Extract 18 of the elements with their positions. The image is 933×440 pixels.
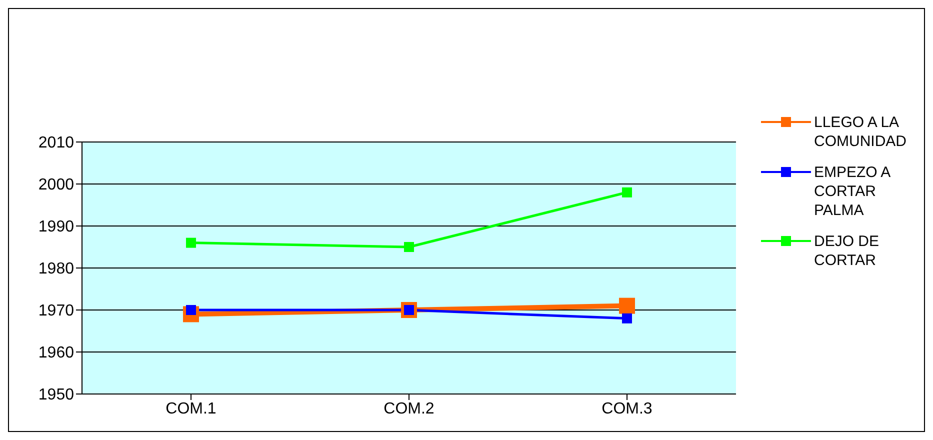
point	[622, 313, 632, 324]
legend-label: DEJO DE CORTAR	[814, 232, 880, 270]
y-tick-label: 2010	[38, 134, 74, 152]
y-tick-label: 1970	[38, 302, 74, 320]
y-tick-label: 1950	[38, 386, 74, 404]
y-tick-label: 1980	[38, 260, 74, 278]
legend-label: EMPEZO A CORTAR PALMA	[814, 163, 892, 220]
point	[619, 298, 635, 314]
x-tick-label: COM.1	[166, 400, 216, 418]
point	[622, 187, 632, 198]
legend-label: LLEGO A LA COMUNIDAD	[814, 113, 908, 151]
y-tick-label: 1990	[38, 218, 74, 236]
x-tick-label: COM.2	[384, 400, 434, 418]
point	[404, 242, 414, 252]
y-tick-label: 1960	[38, 344, 74, 362]
y-tick-label: 2000	[38, 176, 74, 194]
point	[186, 238, 196, 248]
x-tick-label: COM.3	[602, 400, 652, 418]
